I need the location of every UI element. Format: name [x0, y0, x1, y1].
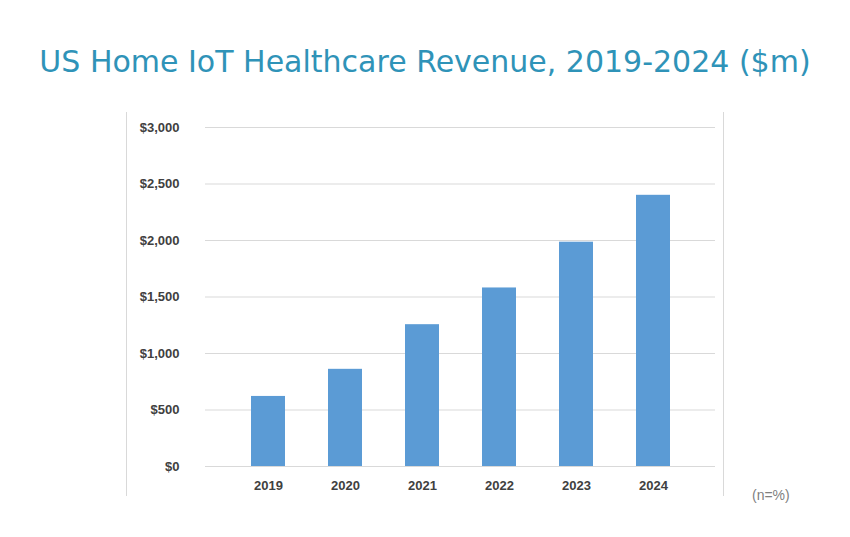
svg-text:2019: 2019 [254, 478, 283, 493]
svg-text:$1,500: $1,500 [140, 289, 180, 304]
svg-text:$0: $0 [165, 459, 179, 474]
svg-text:2024: 2024 [639, 478, 669, 493]
svg-text:$2,500: $2,500 [140, 176, 180, 191]
svg-text:2023: 2023 [562, 478, 591, 493]
svg-text:$1,000: $1,000 [140, 346, 180, 361]
svg-text:$2,000: $2,000 [140, 233, 180, 248]
svg-text:$3,000: $3,000 [140, 120, 180, 135]
svg-text:2022: 2022 [485, 478, 514, 493]
html-text:US Home IoT Healthcare Revenue: US Home IoT Healthcare Revenue, 2019-202… [39, 44, 811, 79]
svg-text:2021: 2021 [408, 478, 437, 493]
html-text:(n=%): (n=%) [752, 487, 790, 503]
svg-text:2020: 2020 [331, 478, 360, 493]
svg-text:$500: $500 [151, 402, 180, 417]
